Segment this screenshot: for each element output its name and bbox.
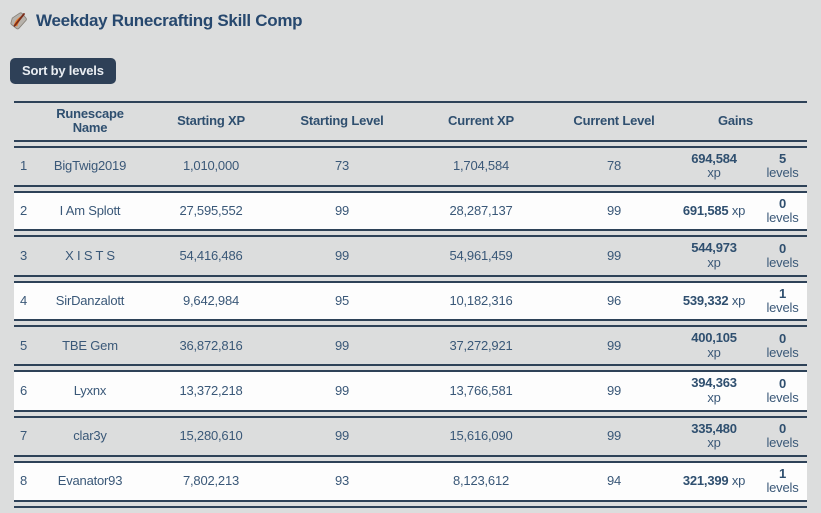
current-xp-cell: 1,704,584 xyxy=(452,158,510,174)
starting-level-cell: 99 xyxy=(334,202,350,218)
current-xp-cell: 37,272,921 xyxy=(449,337,513,353)
column-header-current-xp: Current XP xyxy=(448,113,514,129)
player-name-cell: I Am Splott xyxy=(59,202,121,218)
table-row: 8 Evanator93 7,802,213 93 8,123,612 94 321,399… xyxy=(14,460,807,502)
player-name-cell: SirDanzalott xyxy=(55,292,125,308)
current-level-cell: 99 xyxy=(606,202,622,218)
current-xp-cell: 28,287,137 xyxy=(449,202,513,218)
current-xp-cell: 8,123,612 xyxy=(452,473,510,489)
column-header-current-level: Current Level xyxy=(573,113,655,129)
player-name-cell: Lyxnx xyxy=(73,382,107,398)
table-row: 9Blue 0ctober91,665,6259991,950,23999284… xyxy=(14,505,807,513)
starting-xp-cell: 13,372,218 xyxy=(179,382,243,398)
rank-cell: 6 xyxy=(20,382,28,398)
starting-level-cell: 95 xyxy=(334,292,350,308)
current-level-cell: 96 xyxy=(606,292,622,308)
current-xp-cell: 54,961,459 xyxy=(449,247,513,263)
table-row: 2 I Am Splott 27,595,552 99 28,287,137 99 691,… xyxy=(14,190,807,232)
starting-xp-cell: 15,280,610 xyxy=(179,428,243,444)
gains-levels-cell: 0 levels xyxy=(766,330,799,360)
player-name-cell: X I S T S xyxy=(65,247,115,263)
current-xp-cell: 15,616,090 xyxy=(449,428,513,444)
starting-level-cell: 73 xyxy=(334,158,350,174)
starting-level-cell: 99 xyxy=(334,247,350,263)
table-row: 6 Lyxnx 13,372,218 99 13,766,581 99 394,363 xp… xyxy=(14,370,807,412)
column-header-starting-xp: Starting XP xyxy=(177,113,245,129)
starting-xp-cell: 1,010,000 xyxy=(182,158,240,174)
title-bar: Weekday Runecrafting Skill Comp xyxy=(0,0,821,31)
column-header-gains: Gains xyxy=(717,113,754,129)
gains-levels-cell: 0 levels xyxy=(766,421,799,451)
table-row: 4 SirDanzalott 9,642,984 95 10,182,316 96 539,… xyxy=(14,280,807,322)
competition-table: Runescape Name Starting XP Starting Leve… xyxy=(14,101,807,513)
table-header-row: Runescape Name Starting XP Starting Leve… xyxy=(14,101,807,142)
player-name-cell: TBE Gem xyxy=(62,337,118,353)
player-name-cell: clar3y xyxy=(73,428,107,444)
starting-xp-cell: 27,595,552 xyxy=(179,202,243,218)
gains-xp-cell: 335,480 xp xyxy=(691,420,737,451)
starting-xp-cell: 36,872,816 xyxy=(179,337,243,353)
current-level-cell: 99 xyxy=(606,382,622,398)
rank-cell: 5 xyxy=(20,337,28,353)
rank-cell: 2 xyxy=(20,202,28,218)
starting-level-cell: 93 xyxy=(334,473,350,489)
gains-levels-cell: 0 levels xyxy=(764,508,807,513)
player-name-cell: Evanator93 xyxy=(57,473,123,489)
column-header-rank xyxy=(14,117,44,125)
gains-levels-cell: 0 levels xyxy=(766,375,799,406)
gains-levels-cell: 5 levels xyxy=(766,150,799,181)
table-row: 1 BigTwig2019 1,010,000 73 1,704,584 78 694,58… xyxy=(14,145,807,187)
gains-xp-cell: 394,363 xp xyxy=(691,375,737,405)
starting-xp-cell: 9,642,984 xyxy=(182,292,240,308)
gains-levels-cell: 0 levels xyxy=(766,240,799,271)
current-level-cell: 99 xyxy=(606,247,622,263)
current-level-cell: 78 xyxy=(606,158,622,174)
column-header-runescape-name: Runescape Name xyxy=(56,106,124,136)
player-name-cell: BigTwig2019 xyxy=(53,158,127,174)
gains-xp-cell: 691,585 xp xyxy=(682,202,746,218)
gains-xp-cell: 694,584 xp xyxy=(691,150,737,180)
page-title: Weekday Runecrafting Skill Comp xyxy=(36,11,303,30)
rank-cell: 7 xyxy=(20,428,28,444)
current-level-cell: 99 xyxy=(606,428,622,444)
current-xp-cell: 13,766,581 xyxy=(449,382,513,398)
fire-rune-icon xyxy=(10,12,27,30)
starting-level-cell: 99 xyxy=(334,337,350,353)
gains-xp-cell: 400,105 xp xyxy=(691,330,737,360)
current-xp-cell: 10,182,316 xyxy=(449,292,513,308)
starting-level-cell: 99 xyxy=(334,382,350,398)
gains-xp-cell: 539,332 xp xyxy=(682,292,746,308)
gains-levels-cell: 1 levels xyxy=(766,465,799,496)
table-rows: 1 BigTwig2019 1,010,000 73 1,704,584 78 694,58… xyxy=(14,145,807,513)
table-row: 7 clar3y 15,280,610 99 15,616,090 99 335,480 x… xyxy=(14,415,807,457)
starting-xp-cell: 7,802,213 xyxy=(182,473,240,489)
gains-levels-cell: 0 levels xyxy=(766,195,799,226)
current-level-cell: 94 xyxy=(606,473,622,489)
sort-by-levels-button[interactable]: Sort by levels xyxy=(10,58,116,84)
starting-level-cell: 99 xyxy=(334,428,350,444)
rank-cell: 4 xyxy=(20,292,28,308)
rank-cell: 8 xyxy=(20,473,28,489)
gains-xp-cell: 544,973 xp xyxy=(691,240,737,270)
gains-levels-cell: 1 levels xyxy=(766,285,799,315)
table-row: 3 X I S T S 54,416,486 99 54,961,459 99 544,97… xyxy=(14,235,807,277)
rank-cell: 3 xyxy=(20,247,28,263)
gains-xp-cell: 321,399 xp xyxy=(682,473,746,489)
starting-xp-cell: 54,416,486 xyxy=(179,247,243,263)
rank-cell: 1 xyxy=(20,158,28,174)
table-row: 5 TBE Gem 36,872,816 99 37,272,921 99 400,105 … xyxy=(14,325,807,367)
current-level-cell: 99 xyxy=(606,337,622,353)
column-header-starting-level: Starting Level xyxy=(300,113,384,129)
